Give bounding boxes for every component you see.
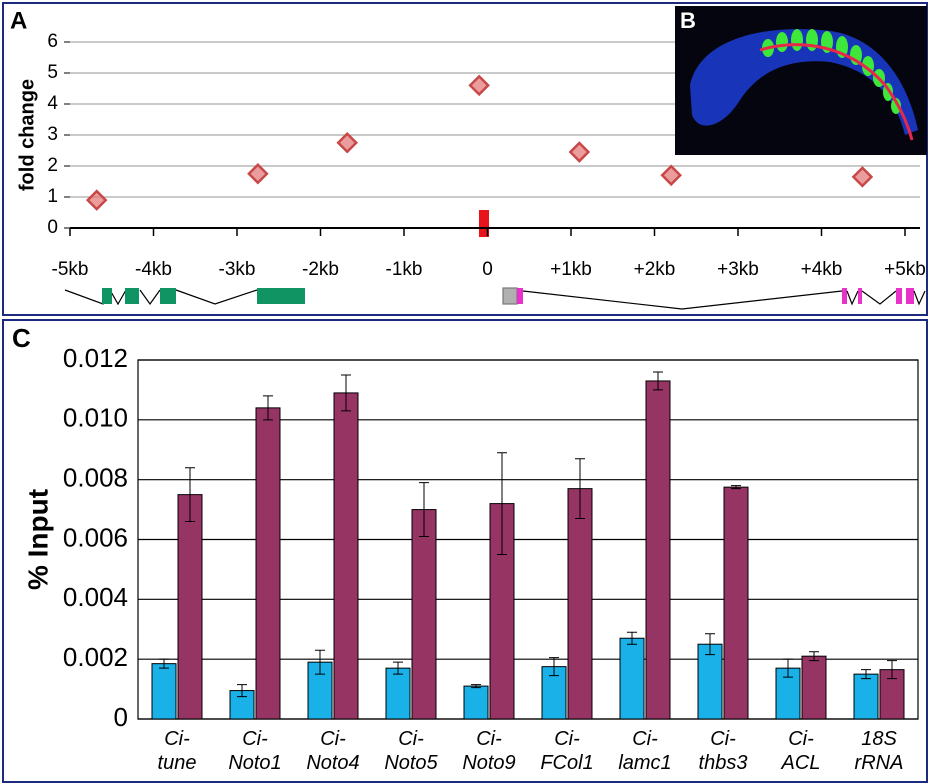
bar bbox=[334, 393, 358, 719]
x-tick-label: -4kb bbox=[135, 259, 172, 280]
y-tick-label: 0.006 bbox=[63, 522, 128, 552]
panel-label: C bbox=[12, 323, 31, 353]
y-tick-label: 4 bbox=[47, 93, 58, 114]
gene-diagram bbox=[65, 288, 925, 309]
x-tick-label: Ci- thbs3 bbox=[684, 727, 762, 775]
bar bbox=[568, 489, 592, 719]
figure: A C 0 1 2 3 4 5 6 -5kb -4kb -3kb -2kb -1kb 0 +1kb +2kb… bbox=[0, 0, 930, 784]
x-tick-label: +2kb bbox=[634, 259, 676, 280]
point bbox=[470, 76, 488, 94]
y-tick-label: 5 bbox=[47, 62, 58, 83]
bar bbox=[386, 668, 410, 719]
x-tick-label: -3kb bbox=[219, 259, 256, 280]
embryo-image: B bbox=[675, 6, 927, 155]
x-tick-label: Ci- FCol1 bbox=[528, 727, 606, 775]
x-tick-label: +1kb bbox=[550, 259, 592, 280]
point bbox=[662, 166, 680, 184]
y-tick-label: 0 bbox=[114, 702, 128, 732]
x-tick-label: 0 bbox=[482, 259, 493, 280]
panel-label: B bbox=[680, 8, 696, 33]
bar bbox=[412, 510, 436, 719]
bar bbox=[464, 686, 488, 719]
x-tick-label: +3kb bbox=[717, 259, 759, 280]
panel-label: A bbox=[10, 7, 27, 34]
y-tick-label: 2 bbox=[47, 155, 58, 176]
y-tick-label: 0.002 bbox=[63, 642, 128, 672]
bar bbox=[698, 644, 722, 719]
point bbox=[570, 143, 588, 161]
y-tick-label: 0.012 bbox=[63, 343, 128, 373]
bar bbox=[620, 638, 644, 719]
x-tick-label: +5kb bbox=[884, 259, 926, 280]
bar bbox=[724, 487, 748, 719]
x-tick-label: Ci- Noto5 bbox=[372, 727, 450, 775]
x-tick-label: Ci- lamc1 bbox=[606, 727, 684, 775]
y-axis-label: fold change bbox=[16, 79, 38, 191]
x-tick-label: 18S rRNA bbox=[840, 727, 918, 775]
y-tick-label: 0.004 bbox=[63, 582, 128, 612]
x-tick-label: Ci- Noto1 bbox=[216, 727, 294, 775]
point bbox=[88, 191, 106, 209]
y-axis-label: % Input bbox=[22, 489, 53, 590]
x-tick-label: +4kb bbox=[801, 259, 843, 280]
y-tick-label: 6 bbox=[47, 31, 58, 52]
point bbox=[338, 134, 356, 152]
point bbox=[853, 168, 871, 186]
bar bbox=[178, 495, 202, 719]
x-tick-label: Ci- Noto4 bbox=[294, 727, 372, 775]
y-tick-label: 1 bbox=[47, 186, 58, 207]
point bbox=[249, 165, 267, 183]
x-tick-label: Ci- Noto9 bbox=[450, 727, 528, 775]
bar bbox=[854, 674, 878, 719]
y-tick-label: 0.008 bbox=[63, 463, 128, 493]
bar bbox=[646, 381, 670, 719]
chart: A C 0 1 2 3 4 5 6 -5kb -4kb -3kb -2kb -1kb 0 +1kb +2kb… bbox=[0, 0, 930, 784]
x-tick-label: -5kb bbox=[52, 259, 89, 280]
bar bbox=[256, 408, 280, 719]
x-tick-label: Ci- ACL bbox=[762, 727, 840, 775]
x-tick-label: Ci- tune bbox=[138, 727, 216, 775]
bar bbox=[152, 664, 176, 719]
x-tick-label: -1kb bbox=[386, 259, 423, 280]
x-tick-label: -2kb bbox=[302, 259, 339, 280]
y-tick-label: 0 bbox=[47, 217, 58, 238]
bar bbox=[802, 656, 826, 719]
y-tick-label: 0.010 bbox=[63, 403, 128, 433]
y-tick-label: 3 bbox=[47, 124, 58, 145]
